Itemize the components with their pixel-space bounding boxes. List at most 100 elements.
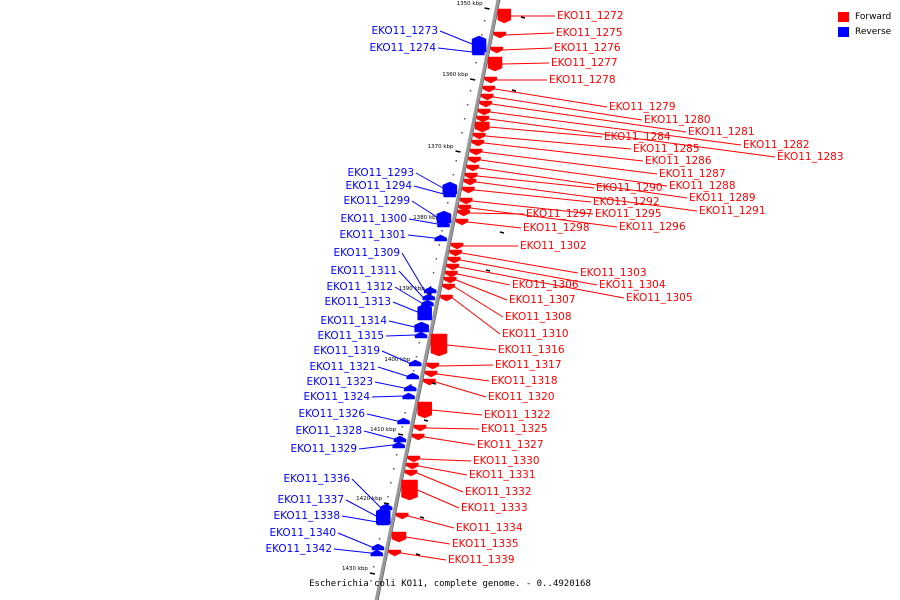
reverse-gene-eko11-1313	[417, 303, 432, 321]
forward-gene-label: EKO11_1286	[645, 155, 712, 167]
forward-gene-eko11-1291	[463, 178, 477, 186]
forward-leader-line	[469, 212, 525, 215]
forward-gene-label: EKO11_1289	[689, 192, 756, 204]
forward-gene-label: EKO11_1333	[461, 502, 528, 514]
scale-tick-label: 1420 kbp	[356, 496, 382, 502]
reverse-gene-eko11-1342	[370, 549, 383, 557]
feature-marker	[431, 382, 437, 385]
forward-gene-label: EKO11_1322	[484, 409, 551, 421]
reverse-gene-label: EKO11_1300	[340, 213, 407, 225]
minor-tick	[373, 566, 375, 568]
feature-marker	[415, 553, 421, 556]
forward-gene-eko11-1279	[482, 85, 496, 93]
forward-leader-line	[474, 189, 592, 203]
minor-tick	[432, 272, 435, 274]
reverse-leader-line	[415, 172, 444, 189]
reverse-leader-line	[413, 185, 444, 195]
reverse-gene-label: EKO11_1326	[298, 408, 365, 420]
forward-leader-line	[457, 273, 511, 286]
forward-gene-eko11-1333	[401, 479, 418, 501]
forward-leader-line	[452, 297, 501, 335]
feature-marker	[485, 269, 491, 272]
legend-reverse-label: Reverse	[855, 26, 892, 37]
forward-gene-eko11-1339	[388, 549, 401, 557]
forward-leader-line	[505, 32, 555, 36]
forward-gene-label: EKO11_1296	[619, 221, 686, 233]
reverse-gene-label: EKO11_1324	[303, 391, 370, 403]
forward-leader-line	[446, 344, 497, 351]
reverse-gene-label: EKO11_1329	[290, 443, 357, 455]
forward-gene-label: EKO11_1304	[599, 279, 666, 291]
reverse-leader-line	[366, 413, 398, 422]
forward-gene-label: EKO11_1279	[609, 101, 676, 113]
genome-backbone	[374, 0, 500, 600]
reverse-gene-eko11-1324	[402, 392, 415, 400]
minor-tick	[401, 426, 404, 428]
forward-gene-eko11-1288	[468, 156, 481, 164]
reverse-leader-line	[333, 548, 371, 554]
forward-gene-eko11-1292	[462, 186, 475, 194]
forward-leader-line	[494, 88, 608, 108]
forward-leader-line	[482, 151, 658, 175]
forward-gene-label: EKO11_1305	[626, 292, 693, 304]
forward-gene-label: EKO11_1302	[520, 240, 587, 252]
minor-tick	[435, 258, 438, 260]
reverse-gene-label: EKO11_1299	[343, 195, 410, 207]
minor-tick	[481, 34, 483, 36]
reverse-swatch	[838, 26, 849, 37]
forward-gene-eko11-1295	[459, 197, 473, 205]
forward-gene-eko11-1335	[391, 531, 407, 543]
legend-reverse: Reverse	[838, 24, 891, 39]
forward-gene-eko11-1305	[446, 263, 460, 271]
reverse-leader-line	[388, 320, 415, 328]
scale-tick-mark	[484, 7, 490, 10]
reverse-gene-eko11-1301	[434, 234, 447, 242]
scale-tick-mark	[383, 502, 390, 505]
forward-leader-line	[483, 142, 644, 162]
forward-leader-line	[502, 47, 553, 51]
reverse-gene-eko11-1300	[437, 220, 450, 228]
forward-leader-line	[501, 62, 550, 65]
minor-tick	[415, 356, 418, 358]
scale-tick-label: 1360 kbp	[442, 72, 468, 78]
forward-leader-line	[488, 118, 776, 158]
reverse-gene-eko11-1340	[371, 543, 385, 551]
minor-tick	[378, 538, 381, 540]
forward-swatch	[838, 11, 849, 22]
forward-gene-eko11-1289	[466, 164, 480, 172]
scale-tick-label: 1400 kbp	[384, 357, 410, 363]
reverse-gene-label: EKO11_1312	[326, 281, 393, 293]
minor-tick	[464, 118, 466, 120]
forward-gene-label: EKO11_1282	[743, 139, 810, 151]
reverse-gene-label: EKO11_1301	[339, 229, 406, 241]
forward-gene-eko11-1302	[450, 242, 464, 250]
reverse-gene-label: EKO11_1311	[330, 265, 397, 277]
minor-tick	[412, 370, 415, 372]
forward-gene-eko11-1290	[465, 172, 478, 180]
reverse-gene-eko11-1314	[414, 321, 429, 333]
minor-tick	[390, 482, 392, 484]
forward-leader-line	[475, 181, 698, 212]
reverse-gene-label: EKO11_1323	[306, 376, 373, 388]
forward-gene-eko11-1278	[484, 76, 498, 84]
minor-tick	[466, 104, 469, 106]
reverse-leader-line	[411, 200, 438, 218]
forward-gene-label: EKO11_1318	[491, 375, 558, 387]
reverse-gene-label: EKO11_1336	[283, 473, 350, 485]
genome-caption: Escherichia coli KO11, complete genome. …	[309, 579, 591, 589]
minor-tick	[404, 412, 406, 414]
forward-gene-label: EKO11_1316	[498, 344, 565, 356]
minor-tick	[438, 244, 440, 246]
reverse-gene-eko11-1326	[397, 417, 410, 425]
forward-gene-eko11-1308	[442, 283, 455, 291]
forward-leader-line	[467, 221, 522, 229]
forward-gene-eko11-1310	[440, 294, 453, 302]
reverse-gene-label: EKO11_1309	[333, 247, 400, 259]
forward-gene-eko11-1287	[469, 148, 483, 156]
forward-gene-label: EKO11_1295	[595, 208, 662, 220]
reverse-gene-label: EKO11_1274	[369, 42, 436, 54]
forward-gene-label: EKO11_1287	[659, 168, 726, 180]
forward-gene-label: EKO11_1334	[456, 522, 523, 534]
